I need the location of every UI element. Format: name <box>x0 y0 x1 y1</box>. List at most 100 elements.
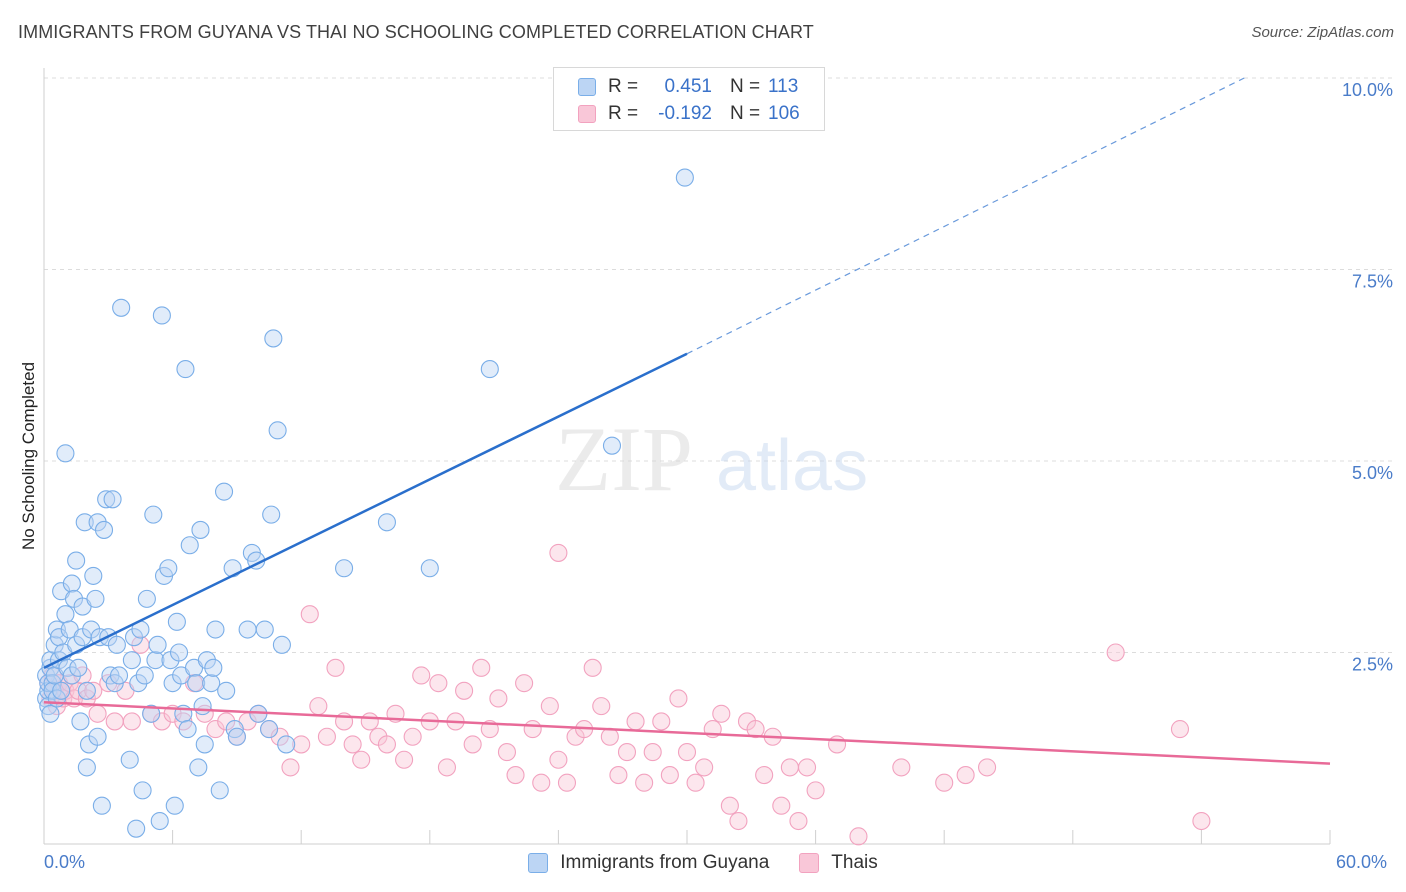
y-tick-label: 5.0% <box>1352 463 1393 483</box>
y-tick-label: 7.5% <box>1352 272 1393 292</box>
legend-row-guyana: R = 0.451 N = 113 <box>578 74 798 100</box>
guyana-point <box>377 513 396 532</box>
guyana-point <box>77 681 96 700</box>
legend-swatch-guyana <box>578 78 596 96</box>
legend-label-guyana: Immigrants from Guyana <box>560 852 770 873</box>
guyana-point <box>259 720 279 739</box>
thai-point <box>978 758 997 777</box>
guyana-point <box>176 360 195 379</box>
legend-swatch-thai <box>578 105 596 123</box>
thai-point <box>343 735 362 754</box>
guyana-point <box>195 735 214 754</box>
thai-point <box>806 781 825 800</box>
thai-point <box>360 712 379 731</box>
y-axis-label: No Schooling Completed <box>19 362 38 550</box>
guyana-point <box>137 589 156 608</box>
thai-point <box>497 743 517 762</box>
guyana-point <box>214 482 234 501</box>
thai-point <box>635 773 654 792</box>
thai-point <box>506 766 525 785</box>
thai-point <box>122 712 141 731</box>
thai-point <box>720 796 739 815</box>
thai-point <box>652 712 671 731</box>
guyana-point <box>268 421 287 440</box>
legend-swatch-guyana <box>528 853 549 873</box>
x-axis-min-label: 0.0% <box>44 852 86 872</box>
thai-point <box>592 697 611 716</box>
thai-point <box>617 743 637 762</box>
series-legend: Immigrants from Guyana Thais <box>0 852 1406 874</box>
guyana-point <box>167 612 186 631</box>
guyana-point <box>602 436 622 455</box>
guyana-point <box>193 697 212 716</box>
thai-point <box>643 743 662 762</box>
legend-item-thai: Thais <box>799 852 878 874</box>
thai-point <box>281 758 300 777</box>
guyana-point <box>122 651 141 670</box>
guyana-trend-extension <box>686 77 1245 355</box>
guyana-point <box>124 628 144 647</box>
thai-point <box>84 681 103 700</box>
thai-point <box>395 750 414 769</box>
guyana-point <box>272 635 291 654</box>
legend-r-label: R = <box>608 76 639 97</box>
thai-point <box>660 766 679 785</box>
guyana-point <box>94 520 114 539</box>
thai-point <box>712 704 731 723</box>
guyana-point <box>202 674 221 693</box>
thai-point <box>437 758 456 777</box>
guyana-point <box>133 781 152 800</box>
thai-point <box>686 773 705 792</box>
guyana-point <box>204 658 223 677</box>
guyana-point <box>178 720 197 739</box>
y-tick-labels: 2.5% 5.0% 7.5% 10.0% <box>1342 80 1393 675</box>
thai-point <box>695 758 714 777</box>
guyana-point <box>62 666 81 685</box>
thai-point <box>412 666 431 685</box>
legend-n-value: 106 <box>768 103 800 124</box>
thai-point <box>956 766 975 785</box>
guyana-point <box>86 589 105 608</box>
thai-points <box>39 543 1211 846</box>
thai-point <box>1192 811 1211 831</box>
thai-point <box>549 543 568 562</box>
watermark-atlas: atlas <box>716 426 868 506</box>
guyana-point <box>480 360 499 379</box>
guyana-point <box>135 666 154 685</box>
guyana-point <box>62 574 81 593</box>
guyana-point <box>191 520 210 539</box>
guyana-point <box>264 329 283 348</box>
thai-point <box>609 766 628 785</box>
chart-source: Source: ZipAtlas.com <box>1251 24 1394 41</box>
thai-point <box>935 773 954 792</box>
guyana-point <box>67 551 86 570</box>
watermark-zip: ZIP <box>555 408 693 510</box>
thai-point <box>626 712 645 731</box>
axes <box>43 68 1331 845</box>
guyana-point <box>88 513 107 532</box>
guyana-point <box>223 559 242 578</box>
thai-point <box>746 720 765 739</box>
legend-swatch-thai <box>799 853 820 873</box>
guyana-point <box>189 758 208 777</box>
thai-point <box>540 697 559 716</box>
guyana-point <box>227 727 246 746</box>
guyana-point <box>210 781 229 800</box>
guyana-point <box>255 620 274 639</box>
legend-n-value: 113 <box>768 76 799 97</box>
guyana-point <box>129 674 148 693</box>
y-tick-label: 10.0% <box>1342 80 1393 100</box>
guyana-point <box>238 620 257 639</box>
guyana-point <box>675 168 694 187</box>
guyana-point <box>150 811 169 831</box>
guyana-point <box>88 727 107 746</box>
legend-label-thai: Thais <box>831 852 878 873</box>
guyana-point <box>159 559 178 578</box>
x-axis-max-label: 60.0% <box>1336 852 1388 872</box>
thai-point <box>729 811 748 831</box>
thai-point <box>557 773 577 792</box>
thai-point <box>300 605 319 624</box>
thai-point <box>755 766 774 785</box>
guyana-point <box>71 712 90 731</box>
guyana-point <box>225 720 244 739</box>
